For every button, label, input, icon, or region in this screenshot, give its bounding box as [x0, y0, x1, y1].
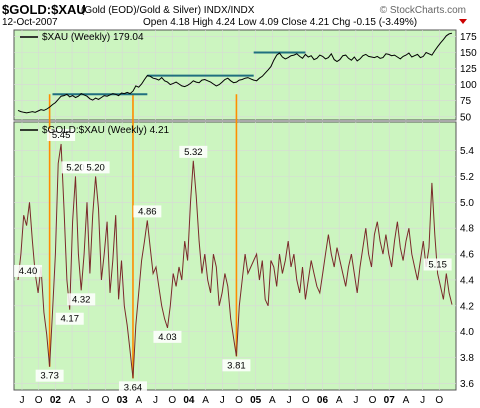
x-tick-label: 03 — [117, 395, 129, 406]
data-label: 4.32 — [72, 294, 91, 305]
y-tick-label: 4.6 — [460, 250, 474, 261]
x-tick-label: O — [435, 395, 443, 406]
data-label: 3.64 — [124, 382, 143, 393]
x-tick-label: 04 — [183, 395, 195, 406]
data-label-bg — [153, 330, 182, 343]
chart-description: (Gold (EOD)/Gold & Silver) INDX/INDX — [81, 5, 255, 16]
data-label: 5.32 — [184, 147, 203, 158]
x-tick-label: 06 — [317, 395, 329, 406]
data-label: 5.15 — [428, 259, 447, 270]
data-label: 5.20 — [86, 162, 105, 173]
y-tick-label: 4.2 — [460, 301, 474, 312]
y-tick-label: 4.0 — [460, 327, 474, 338]
x-tick-label: A — [403, 395, 410, 406]
data-label-bg — [47, 129, 76, 142]
x-tick-label: 02 — [50, 395, 62, 406]
y-tick-label: 125 — [460, 64, 477, 75]
x-tick-label: J — [420, 395, 425, 406]
x-tick-label: J — [287, 395, 292, 406]
x-tick-label: A — [202, 395, 209, 406]
data-label: 3.73 — [40, 371, 59, 382]
data-label-bg — [423, 258, 452, 271]
ohlc-readout: Open 4.18 High 4.24 Low 4.09 Close 4.21 … — [143, 17, 418, 28]
x-tick-label: J — [153, 395, 158, 406]
ratio-panel-title: $GOLD:$XAU (Weekly) 4.21 — [42, 125, 170, 136]
x-tick-label: J — [86, 395, 91, 406]
brand-watermark: © StockCharts.com — [379, 5, 466, 16]
data-label: 3.81 — [227, 360, 246, 371]
y-tick-label: 175 — [460, 32, 477, 43]
data-label-bg — [81, 161, 110, 174]
y-tick-label: 4.8 — [460, 224, 474, 235]
y-tick-label: 4.4 — [460, 275, 474, 286]
x-tick-label: O — [369, 395, 377, 406]
data-label-bg — [133, 205, 162, 218]
x-tick-label: O — [168, 395, 176, 406]
x-tick-label: O — [102, 395, 110, 406]
data-label: 4.86 — [138, 206, 157, 217]
data-label-bg — [179, 145, 208, 158]
y-tick-label: 5.4 — [460, 146, 474, 157]
y-tick-label: 100 — [460, 80, 477, 91]
price-series-line — [17, 32, 453, 114]
data-label-bg — [67, 293, 96, 306]
x-tick-label: 05 — [250, 395, 262, 406]
symbol-title: $GOLD:$XAU — [2, 2, 86, 17]
y-tick-label: 75 — [460, 96, 472, 107]
x-tick-label: 07 — [384, 395, 396, 406]
data-label-bg — [14, 264, 42, 277]
y-tick-label: 3.6 — [460, 379, 474, 390]
y-tick-label: 150 — [460, 48, 477, 59]
x-tick-label: O — [35, 395, 43, 406]
y-tick-label: 50 — [460, 112, 472, 123]
x-tick-label: A — [69, 395, 76, 406]
data-label: 4.03 — [158, 332, 177, 343]
x-tick-label: J — [20, 395, 25, 406]
data-label: 5.45 — [52, 130, 71, 141]
y-tick-label: 5.0 — [460, 198, 474, 209]
x-tick-label: O — [302, 395, 310, 406]
x-tick-label: O — [235, 395, 243, 406]
data-label-bg — [222, 359, 251, 372]
down-arrow-icon — [459, 19, 467, 24]
chart-date: 12-Oct-2007 — [2, 17, 58, 28]
data-label-bg — [118, 381, 147, 394]
x-tick-label: A — [336, 395, 343, 406]
y-tick-label: 3.8 — [460, 353, 474, 364]
data-label: 4.40 — [19, 266, 38, 277]
data-label-bg — [35, 369, 64, 382]
y-tick-label: 5.2 — [460, 172, 474, 183]
x-tick-label: A — [269, 395, 276, 406]
price-panel-title: $XAU (Weekly) 179.04 — [42, 32, 144, 43]
data-label: 4.17 — [60, 314, 79, 325]
x-tick-label: A — [136, 395, 143, 406]
x-tick-label: J — [220, 395, 225, 406]
ratio-series-line — [17, 143, 453, 379]
data-label-bg — [55, 312, 84, 325]
x-tick-label: J — [353, 395, 358, 406]
data-label: 5.20 — [66, 162, 85, 173]
